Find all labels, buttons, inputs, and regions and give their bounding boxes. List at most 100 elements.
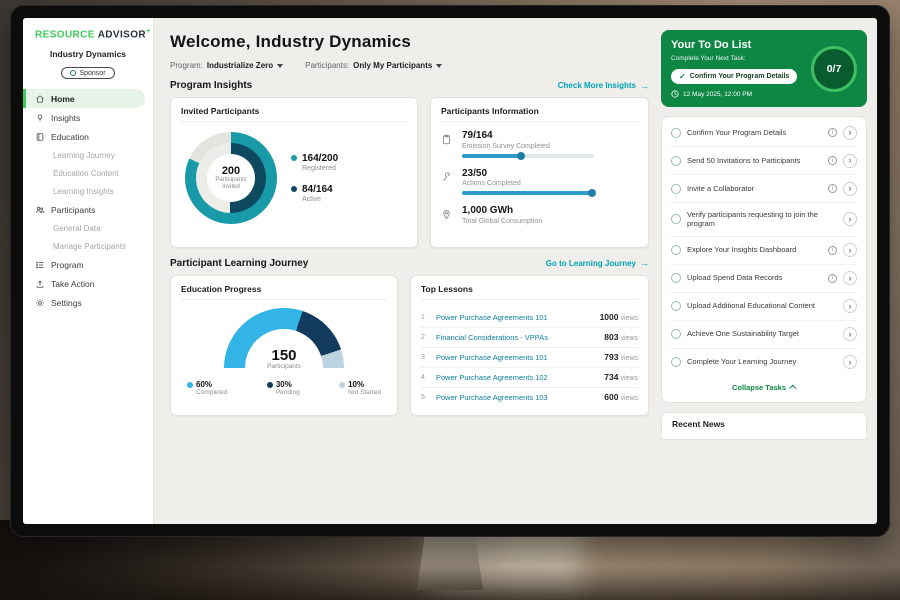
lesson-link[interactable]: Power Purchase Agreements 103 — [436, 392, 548, 402]
task-checkbox[interactable] — [671, 357, 681, 367]
task-row[interactable]: Upload Spend Data Records i › — [671, 265, 857, 293]
info-icon: i — [828, 245, 837, 255]
sidebar-item-general-data[interactable]: General Data — [23, 219, 153, 237]
lesson-row: 1 Power Purchase Agreements 101 1000 view… — [421, 308, 638, 328]
top-lessons-card: Top Lessons 1 Power Purchase Agreements … — [410, 274, 649, 416]
participants-label: Participants: — [305, 61, 350, 70]
arrow-right-icon: → — [640, 80, 649, 91]
participants-dropdown[interactable]: Participants: Only My Participants — [305, 61, 443, 70]
legend-item-active: 84/164 Active — [291, 184, 338, 203]
upload-icon — [36, 280, 44, 288]
lesson-row: 4 Power Purchase Agreements 102 734 views — [421, 368, 638, 388]
lesson-link[interactable]: Power Purchase Agreements 102 — [436, 372, 548, 382]
chevron-right-icon[interactable]: › — [843, 125, 857, 140]
gear-icon — [36, 298, 44, 307]
lesson-rank: 4 — [421, 373, 425, 381]
collapse-tasks-link[interactable]: Collapse Tasks — [671, 376, 857, 400]
task-checkbox[interactable] — [671, 245, 681, 255]
sidebar-item-label: Settings — [51, 297, 82, 308]
task-checkbox[interactable] — [671, 127, 681, 138]
wrench-icon — [441, 168, 454, 196]
chevron-right-icon[interactable]: › — [843, 355, 857, 369]
monitor-frame: RESOURCE ADVISOR+ Industry Dynamics Spon… — [10, 5, 890, 537]
legend-dot — [291, 155, 297, 161]
task-row[interactable]: Send 50 Invitations to Participants i › — [671, 147, 857, 175]
task-row[interactable]: Verify participants requesting to join t… — [671, 203, 857, 237]
logo-secondary: ADVISOR — [97, 29, 147, 41]
chevron-right-icon[interactable]: › — [843, 181, 857, 196]
program-dropdown[interactable]: Program: Industrialize Zero — [170, 61, 284, 70]
sidebar-item-education-content[interactable]: Education Content — [23, 164, 153, 182]
sidebar-item-participants[interactable]: Participants — [23, 200, 153, 219]
todo-summary-card: Your To Do List Complete Your Next Task:… — [661, 30, 867, 107]
stat-label: Total Global Consumption — [462, 217, 543, 225]
task-label: Explore Your Insights Dashboard — [687, 245, 797, 255]
task-checkbox[interactable] — [671, 273, 681, 283]
list-icon — [36, 261, 44, 269]
check-more-insights-link[interactable]: Check More Insights → — [558, 81, 649, 91]
task-checkbox[interactable] — [671, 214, 681, 225]
sidebar-item-take-action[interactable]: Take Action — [23, 274, 153, 293]
sidebar-item-label: Insights — [51, 112, 81, 123]
task-row[interactable]: Complete Your Learning Journey › — [671, 349, 857, 376]
lesson-rank: 3 — [421, 353, 425, 361]
sidebar-item-home[interactable]: Home — [23, 89, 145, 109]
task-row[interactable]: Explore Your Insights Dashboard i › — [671, 237, 857, 265]
clock-icon — [671, 90, 679, 98]
gauge-legend: 60% Completed 30% Pending 10% Not Starte… — [181, 374, 387, 398]
link-label: Go to Learning Journey — [545, 258, 636, 268]
education-progress-gauge-chart: 150 Participants — [224, 307, 344, 370]
sidebar-item-education[interactable]: Education — [23, 127, 153, 146]
task-row[interactable]: Achieve One Sustainability Target › — [671, 321, 857, 349]
chevron-right-icon[interactable]: › — [843, 327, 857, 341]
sidebar-item-label: Learning Journey — [53, 150, 115, 160]
legend-dot — [339, 382, 346, 388]
filter-bar: Program: Industrialize Zero Participants… — [170, 61, 649, 70]
lesson-link[interactable]: Power Purchase Agreements 101 — [436, 352, 548, 362]
task-checkbox[interactable] — [671, 329, 681, 339]
chevron-right-icon[interactable]: › — [843, 299, 857, 313]
chevron-right-icon[interactable]: › — [843, 243, 857, 257]
sidebar-item-label: Participants — [51, 204, 96, 215]
todo-subtitle: Complete Your Next Task: — [671, 55, 746, 62]
due-date-label: 12 May 2025, 12:00 PM — [683, 90, 753, 98]
sidebar-item-label: Program — [51, 259, 84, 270]
bulb-icon — [37, 114, 43, 122]
task-checkbox[interactable] — [671, 301, 681, 311]
lesson-views: 793 views — [604, 352, 638, 362]
sidebar-item-learning-insights[interactable]: Learning Insights — [23, 182, 153, 200]
lesson-link[interactable]: Power Purchase Agreements 101 — [436, 312, 548, 322]
sidebar-item-learning-journey[interactable]: Learning Journey — [23, 146, 153, 164]
sidebar-item-settings[interactable]: Settings — [23, 293, 153, 312]
logo-primary: RESOURCE — [35, 29, 95, 41]
info-icon: i — [828, 128, 837, 137]
task-row[interactable]: Confirm Your Program Details i › — [671, 119, 857, 147]
chevron-right-icon[interactable]: › — [843, 153, 857, 168]
participants-information-card: Participants Information 79/164 Emission… — [430, 97, 649, 248]
stat-global-consumption: 1,000 GWh Total Global Consumption — [441, 205, 638, 229]
chevron-right-icon[interactable]: › — [843, 271, 857, 285]
card-title: Education Progress — [181, 284, 387, 300]
sidebar-item-program[interactable]: Program — [23, 255, 153, 274]
sidebar-nav: Home Insights Education Learning Journey… — [23, 89, 153, 312]
go-to-learning-journey-link[interactable]: Go to Learning Journey → — [546, 258, 649, 268]
progress-bar — [462, 189, 596, 197]
lesson-row: 5 Power Purchase Agreements 103 600 views — [421, 388, 638, 407]
sidebar-item-label: Manage Participants — [53, 241, 126, 251]
chevron-down-icon — [277, 63, 284, 68]
sidebar-item-label: Take Action — [51, 278, 95, 289]
learning-cards: Education Progress 150 Participants 60% … — [170, 274, 649, 416]
sidebar-item-manage-participants[interactable]: Manage Participants — [23, 237, 153, 255]
task-row[interactable]: Upload Additional Educational Content › — [671, 293, 857, 321]
lesson-link[interactable]: Financial Considerations - VPPAs — [436, 332, 548, 342]
task-label: Complete Your Learning Journey — [687, 357, 797, 367]
lesson-row: 2 Financial Considerations - VPPAs 803 vi… — [421, 328, 638, 348]
next-task-pill[interactable]: ✓ Confirm Your Program Details — [671, 69, 798, 84]
sidebar-item-insights[interactable]: Insights — [23, 108, 153, 127]
chevron-right-icon[interactable]: › — [843, 212, 857, 227]
main-content: Welcome, Industry Dynamics Program: Indu… — [154, 18, 661, 524]
task-checkbox[interactable] — [671, 183, 681, 194]
task-checkbox[interactable] — [671, 155, 681, 166]
task-label: Achieve One Sustainability Target — [687, 329, 800, 339]
task-row[interactable]: Invite a Collaborator i › — [671, 175, 857, 203]
